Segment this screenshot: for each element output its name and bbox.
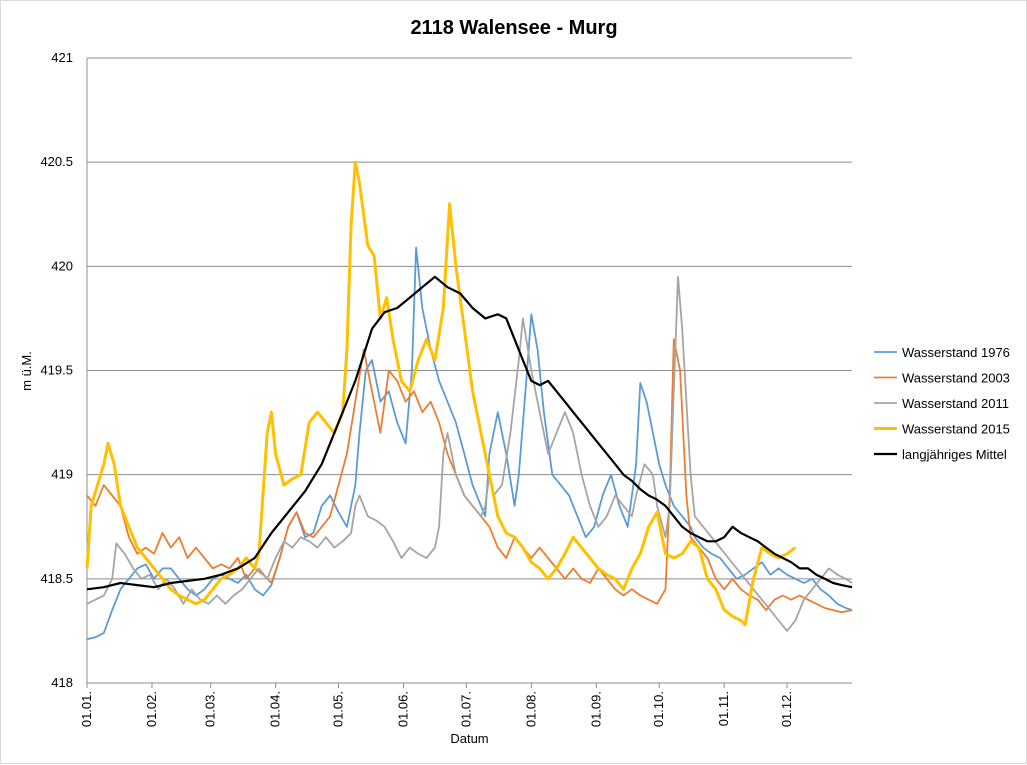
series-line (86, 246, 853, 641)
x-tick-label: 01.04. (268, 691, 283, 727)
x-tick-label: 01.02. (144, 691, 159, 727)
legend-label: langjähriges Mittel (902, 447, 1007, 462)
legend: Wasserstand 1976 Wasserstand 2003 Wasserst… (874, 345, 1010, 462)
x-tick-label: 01.08. (523, 691, 538, 727)
legend-label: Wasserstand 2015 (902, 422, 1010, 437)
x-tick-label: 01.07. (458, 691, 473, 727)
x-tick-label: 01.03. (203, 691, 218, 727)
series-group (85, 160, 853, 641)
legend-label: Wasserstand 2003 (902, 371, 1010, 386)
x-axis-ticks: 01.01. 01.02. 01.03. 01.04. 01.05. 01.06. 01.0… (79, 683, 794, 727)
x-tick-label: 01.10. (651, 691, 666, 727)
series-line (86, 275, 853, 591)
x-tick-label: 01.05. (331, 691, 346, 727)
y-axis-ticks: 418 418.5 419 419.5 420 420.5 421 (40, 50, 73, 690)
y-tick-label: 418.5 (40, 571, 73, 586)
y-tick-label: 418 (51, 675, 73, 690)
y-tick-label: 419 (51, 467, 73, 482)
x-tick-label: 01.12. (779, 691, 794, 727)
y-tick-label: 420 (51, 258, 73, 273)
chart-title: 2118 Walensee - Murg (410, 17, 617, 39)
x-axis-label: Datum (450, 731, 488, 746)
x-tick-label: 01.11. (716, 691, 731, 726)
y-axis-label: m ü.M. (19, 351, 34, 391)
y-tick-label: 420.5 (40, 154, 73, 169)
y-tick-label: 421 (51, 50, 73, 65)
legend-label: Wasserstand 2011 (902, 396, 1009, 411)
y-tick-label: 419.5 (40, 363, 73, 378)
series-line (85, 160, 797, 627)
x-tick-label: 01.06. (395, 691, 410, 727)
x-tick-label: 01.01. (79, 691, 94, 727)
x-tick-label: 01.09. (588, 691, 603, 727)
legend-label: Wasserstand 1976 (902, 345, 1010, 360)
